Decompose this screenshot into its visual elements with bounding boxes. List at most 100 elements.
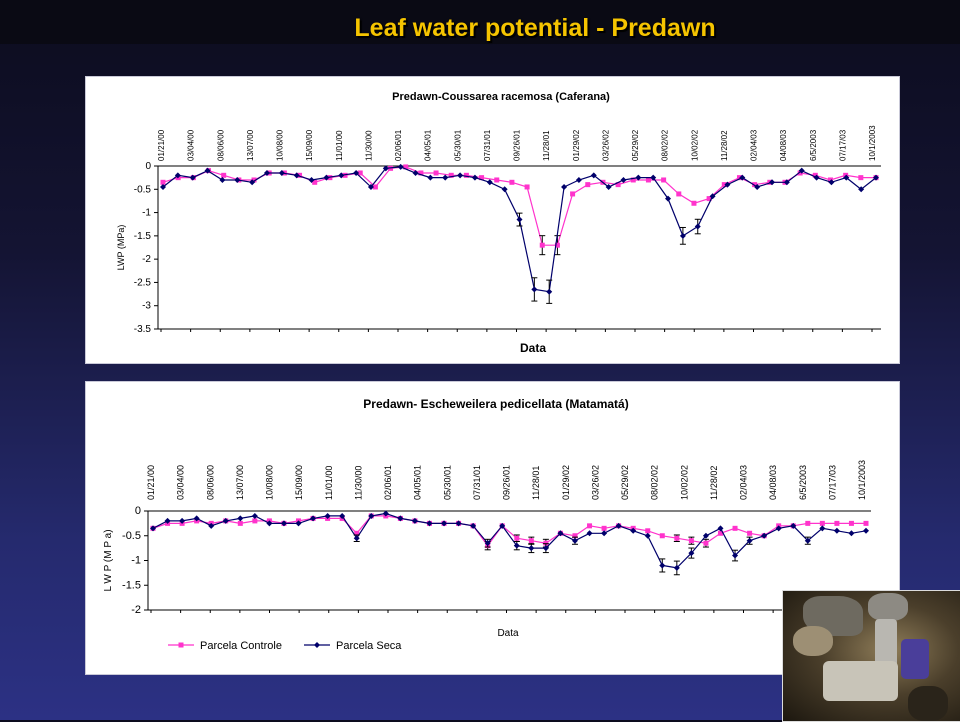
x-date-label: 05/30/01 bbox=[453, 129, 462, 161]
point-controle bbox=[834, 520, 840, 526]
point-controle bbox=[659, 533, 665, 539]
point-controle bbox=[463, 172, 469, 178]
point-controle bbox=[160, 179, 166, 185]
point-seca bbox=[263, 169, 270, 176]
point-controle bbox=[805, 520, 811, 526]
point-seca bbox=[397, 163, 404, 170]
point-seca bbox=[280, 520, 287, 527]
point-seca bbox=[694, 223, 701, 230]
point-seca bbox=[441, 520, 448, 527]
point-seca bbox=[367, 183, 374, 190]
point-seca bbox=[798, 167, 805, 174]
point-controle bbox=[514, 535, 520, 541]
point-seca bbox=[266, 520, 273, 527]
y-tick-label: 0 bbox=[145, 161, 151, 172]
point-controle bbox=[721, 182, 727, 188]
point-seca bbox=[863, 527, 869, 534]
point-seca bbox=[531, 286, 538, 293]
y-tick-label: -2 bbox=[131, 604, 141, 616]
point-seca bbox=[412, 169, 419, 176]
x-date-label: 11/28/02 bbox=[720, 130, 729, 161]
y-tick-label: 0 bbox=[135, 505, 141, 517]
point-controle bbox=[494, 177, 500, 183]
point-controle bbox=[645, 177, 651, 183]
point-seca bbox=[709, 193, 716, 200]
x-date-label: 08/02/02 bbox=[650, 465, 660, 500]
x-date-label: 02/06/01 bbox=[394, 129, 403, 161]
point-seca bbox=[353, 169, 360, 176]
point-seca bbox=[828, 179, 835, 186]
x-date-label: 01/21/00 bbox=[157, 129, 166, 161]
slide-title: Leaf water potential - Predawn bbox=[354, 14, 716, 42]
y-tick-label: -1.5 bbox=[134, 231, 152, 242]
point-seca bbox=[442, 174, 449, 181]
point-controle bbox=[858, 175, 864, 181]
point-seca bbox=[790, 522, 797, 529]
point-seca bbox=[659, 562, 666, 569]
point-seca bbox=[323, 174, 330, 181]
point-seca bbox=[324, 512, 331, 519]
point-seca bbox=[486, 179, 493, 186]
point-seca bbox=[455, 520, 462, 527]
x-date-label: 10/08/00 bbox=[276, 129, 285, 161]
point-controle bbox=[585, 182, 591, 188]
point-seca bbox=[426, 520, 433, 527]
point-seca bbox=[160, 183, 166, 190]
x-date-label: 05/30/01 bbox=[442, 465, 452, 500]
x-axis-label: Data bbox=[497, 628, 519, 639]
y-tick-label: -3.5 bbox=[134, 324, 152, 335]
x-date-label: 01/29/02 bbox=[561, 465, 571, 500]
point-controle bbox=[357, 170, 363, 176]
y-tick-label: -1 bbox=[142, 208, 151, 219]
x-date-label: 11/01/00 bbox=[335, 130, 344, 161]
y-axis-label: L W P (M P a) bbox=[103, 529, 114, 591]
point-seca bbox=[873, 174, 879, 181]
x-date-label: 09/26/01 bbox=[502, 465, 512, 500]
y-axis-label: LWP (MPa) bbox=[116, 225, 126, 271]
x-date-label: 03/26/02 bbox=[590, 465, 600, 500]
x-date-label: 03/04/00 bbox=[187, 129, 196, 161]
point-controle bbox=[848, 520, 854, 526]
point-seca bbox=[484, 540, 491, 547]
series-line-seca bbox=[152, 512, 867, 569]
point-controle bbox=[732, 525, 738, 531]
point-seca bbox=[179, 517, 186, 524]
point-seca bbox=[353, 535, 360, 542]
series-line-seca bbox=[162, 166, 877, 293]
x-date-label: 6/5/2003 bbox=[809, 129, 818, 161]
point-seca bbox=[338, 172, 345, 179]
x-date-label: 01/29/02 bbox=[572, 129, 581, 161]
point-seca bbox=[237, 515, 244, 522]
point-seca bbox=[249, 179, 256, 186]
point-seca bbox=[761, 532, 768, 539]
point-controle bbox=[703, 540, 709, 546]
point-seca bbox=[557, 530, 564, 537]
point-controle bbox=[221, 172, 227, 178]
point-seca bbox=[513, 542, 520, 549]
point-seca bbox=[293, 172, 300, 179]
point-controle bbox=[372, 184, 378, 190]
point-controle bbox=[752, 182, 758, 188]
point-controle bbox=[819, 520, 825, 526]
point-seca bbox=[471, 174, 478, 181]
point-seca bbox=[702, 532, 709, 539]
point-controle bbox=[717, 530, 723, 536]
chart-matamata: Predawn- Escheweilera pedicellata (Matam… bbox=[103, 397, 871, 652]
point-seca bbox=[769, 179, 776, 186]
point-controle bbox=[554, 242, 560, 248]
point-seca bbox=[775, 525, 782, 532]
x-axis-label: Data bbox=[520, 341, 546, 355]
point-seca bbox=[208, 522, 215, 529]
point-seca bbox=[339, 512, 346, 519]
x-date-label: 11/30/00 bbox=[364, 130, 373, 161]
x-date-label: 15/09/00 bbox=[305, 129, 314, 161]
point-seca bbox=[234, 176, 241, 183]
y-tick-label: -2 bbox=[142, 254, 151, 265]
y-tick-label: -2.5 bbox=[134, 277, 152, 288]
point-seca bbox=[813, 174, 820, 181]
point-seca bbox=[150, 525, 156, 532]
x-date-label: 05/29/02 bbox=[631, 129, 640, 161]
x-date-label: 07/31/01 bbox=[472, 465, 482, 500]
point-seca bbox=[222, 517, 229, 524]
y-tick-label: -1 bbox=[131, 555, 141, 567]
